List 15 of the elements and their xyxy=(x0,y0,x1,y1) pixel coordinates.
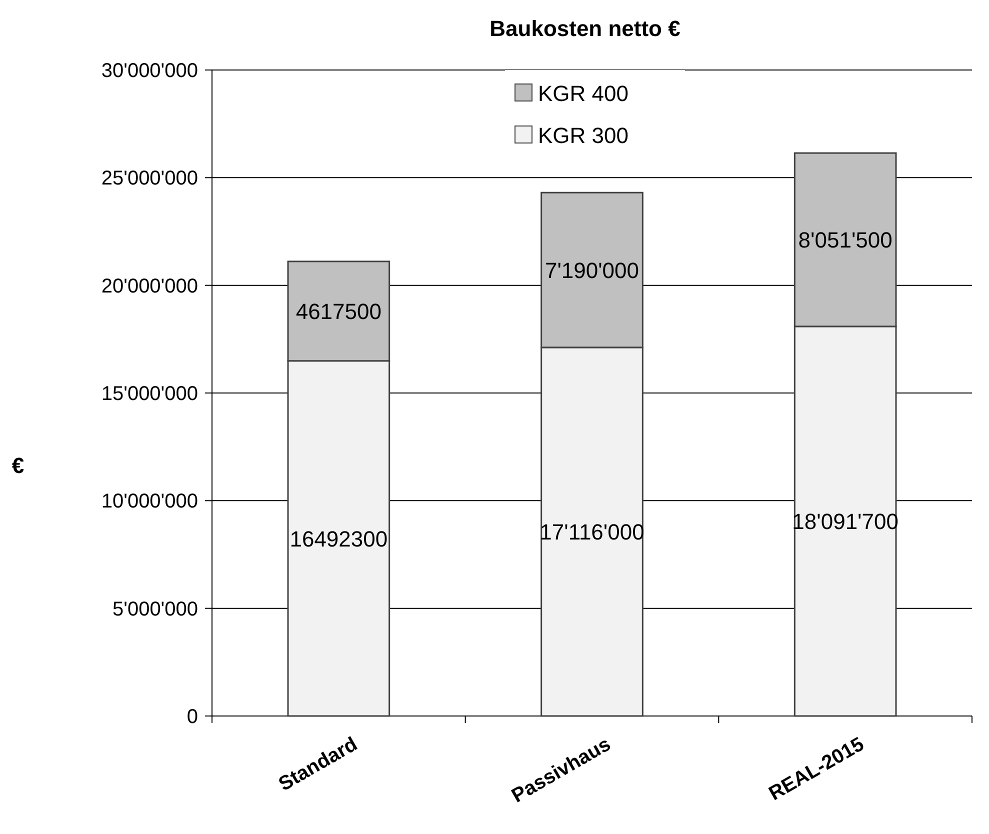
y-tick-label: 5'000'000 xyxy=(112,598,198,620)
y-tick-label: 25'000'000 xyxy=(101,168,198,190)
data-label: 8'051'500 xyxy=(798,228,892,253)
y-tick-label: 10'000'000 xyxy=(101,490,198,513)
y-tick-label: 20'000'000 xyxy=(101,275,198,298)
data-label: 7'190'000 xyxy=(544,258,640,284)
chart-title: Baukosten netto € xyxy=(490,16,680,41)
data-label: 4617500 xyxy=(296,299,382,324)
legend-label: KGR 300 xyxy=(538,123,628,148)
legend-label: KGR 400 xyxy=(538,81,628,106)
y-tick-label: 30'000'000 xyxy=(101,60,198,82)
y-axis-title: € xyxy=(12,453,24,478)
y-tick-label: 15'000'000 xyxy=(101,383,198,405)
data-label: 16492300 xyxy=(290,526,388,552)
y-tick-label: 0 xyxy=(186,706,198,728)
